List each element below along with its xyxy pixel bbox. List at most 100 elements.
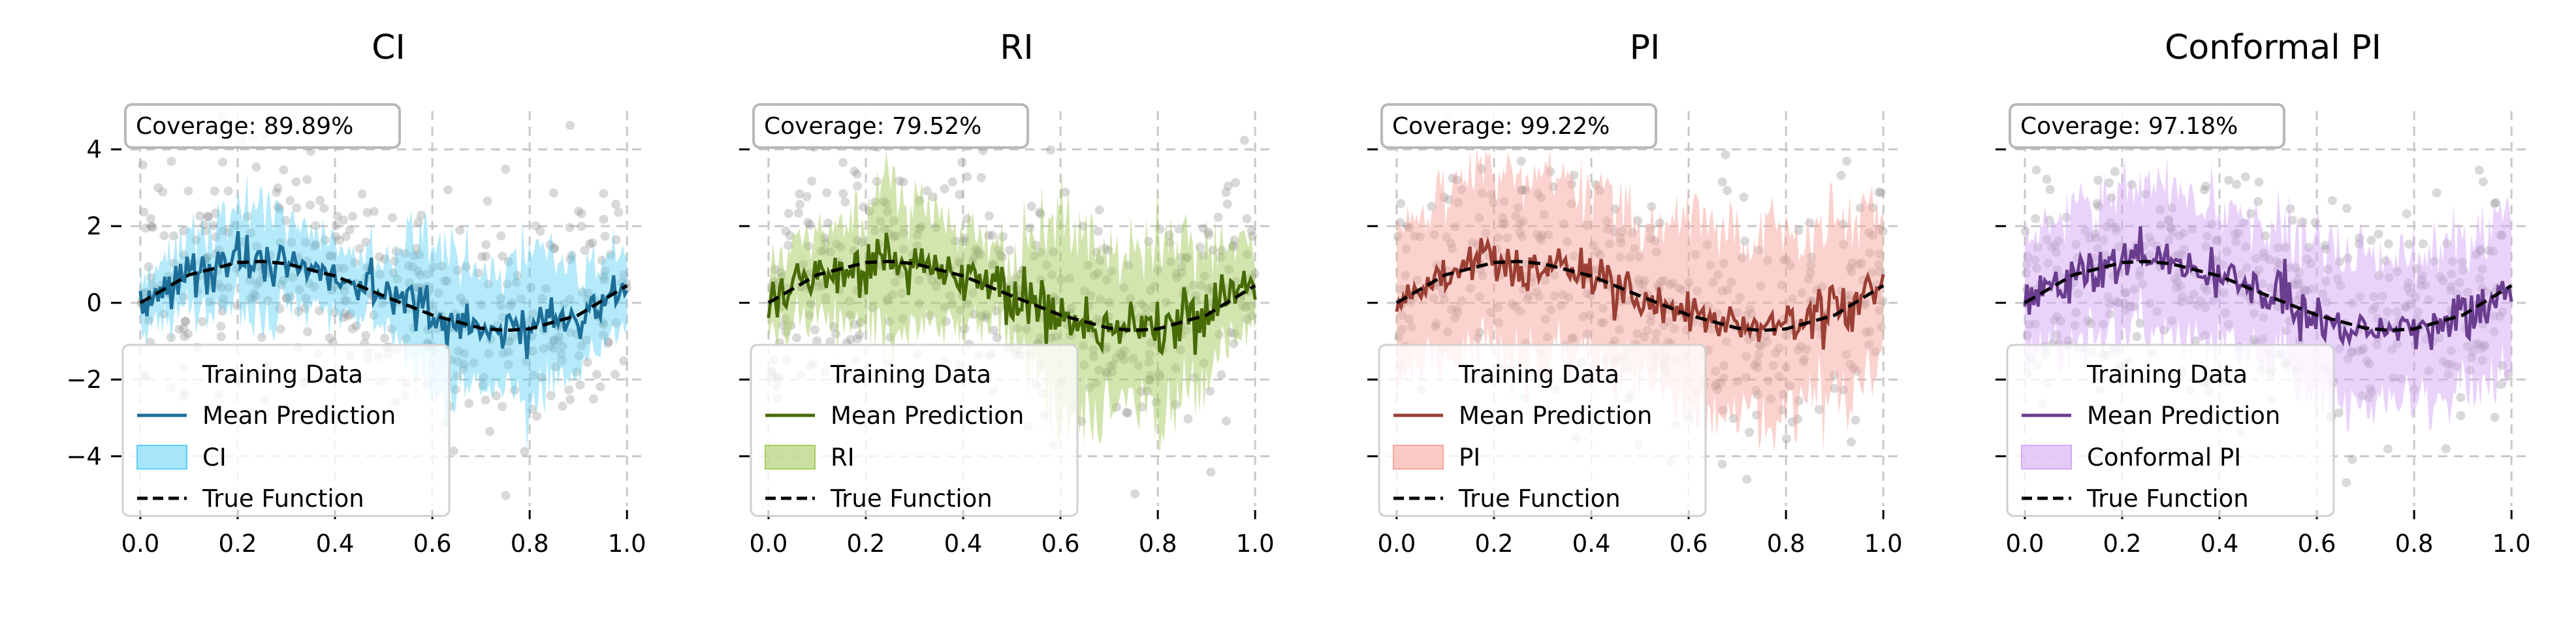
training-point xyxy=(582,357,592,367)
training-point xyxy=(596,382,605,392)
training-point xyxy=(216,283,226,293)
training-point xyxy=(251,291,261,301)
training-point xyxy=(509,385,519,395)
training-point xyxy=(1222,199,1232,209)
training-point xyxy=(333,212,343,221)
training-point xyxy=(281,294,291,304)
training-point xyxy=(840,197,850,207)
training-point xyxy=(251,162,261,172)
training-point xyxy=(281,216,291,225)
training-point xyxy=(599,272,609,281)
training-point xyxy=(1213,212,1223,222)
training-point xyxy=(527,404,537,414)
training-point xyxy=(1222,416,1232,426)
training-point xyxy=(319,203,329,213)
training-point xyxy=(940,184,949,194)
x-tick-label: 0.4 xyxy=(944,530,983,558)
training-point xyxy=(599,189,609,199)
training-point xyxy=(334,235,344,245)
training-point xyxy=(413,217,423,227)
legend: Training Data Mean Prediction CI True Funct… xyxy=(121,344,451,517)
training-point xyxy=(197,317,207,327)
training-point xyxy=(166,332,176,342)
training-point xyxy=(859,202,868,212)
training-point xyxy=(503,257,513,266)
panel-4: Conformal PI 0.0 0.2 0.4 0.6 0.8 1.0 Coverage: … xyxy=(1996,28,2531,558)
training-point xyxy=(350,258,360,268)
training-point xyxy=(957,157,967,167)
x-tick-label: 0.6 xyxy=(1042,530,1080,558)
y-tick-label: 0 xyxy=(86,289,102,317)
legend-frame xyxy=(750,344,1079,517)
training-point xyxy=(311,240,321,249)
training-point xyxy=(947,177,957,187)
training-point xyxy=(455,225,465,235)
legend-label-mean: Mean Prediction xyxy=(1459,402,1652,430)
training-point xyxy=(167,157,176,167)
training-point xyxy=(1122,408,1132,417)
legend: Training Data Mean Prediction Conformal PI… xyxy=(2006,344,2335,517)
training-point xyxy=(2478,177,2488,187)
x-tick-label: 1.0 xyxy=(608,530,646,558)
training-point xyxy=(1093,227,1103,236)
training-point xyxy=(1205,386,1215,396)
training-point xyxy=(231,220,240,230)
training-point xyxy=(1516,156,1526,166)
training-point xyxy=(387,213,397,223)
panel-2: RI 0.0 0.2 0.4 0.6 0.8 1.0 Coverage: 79.52% Trai… xyxy=(739,28,1275,558)
training-point xyxy=(2383,239,2393,249)
training-point xyxy=(409,251,419,261)
training-point xyxy=(537,293,547,303)
y-tick-label: −4 xyxy=(66,443,102,471)
training-point xyxy=(249,288,259,298)
training-point xyxy=(361,237,371,247)
training-point xyxy=(301,293,311,303)
training-point xyxy=(1647,202,1657,212)
training-point xyxy=(223,227,233,237)
training-point xyxy=(1123,408,1133,418)
panel-title: RI xyxy=(1000,28,1033,67)
true-function-line xyxy=(2024,259,2513,332)
training-point xyxy=(273,183,283,193)
training-point xyxy=(411,244,421,253)
training-point xyxy=(498,402,507,411)
training-point xyxy=(292,203,302,213)
training-point xyxy=(416,210,426,220)
training-point xyxy=(320,235,330,245)
training-point xyxy=(434,288,443,298)
training-point xyxy=(204,212,214,222)
training-point xyxy=(219,294,229,304)
training-point xyxy=(803,217,813,227)
training-point xyxy=(516,294,526,304)
training-point xyxy=(922,186,932,196)
x-tick-labels: 0.0 0.2 0.4 0.6 0.8 1.0 xyxy=(1377,510,1903,558)
training-point xyxy=(531,221,541,231)
y-tick-labels xyxy=(1367,148,1378,458)
coverage-box: Coverage: 97.18% xyxy=(2009,103,2285,149)
training-point xyxy=(278,276,288,285)
training-point xyxy=(1781,434,1791,443)
legend-label-training: Training Data xyxy=(830,361,991,389)
training-point xyxy=(305,200,315,210)
training-point xyxy=(362,208,372,217)
training-point xyxy=(285,196,295,206)
training-point xyxy=(315,196,325,206)
training-point xyxy=(532,411,542,421)
training-point xyxy=(1836,170,1846,180)
training-point xyxy=(276,280,286,290)
training-point xyxy=(422,269,432,279)
training-point xyxy=(287,237,296,247)
training-point xyxy=(565,223,575,232)
x-tick-label: 0.4 xyxy=(316,530,355,558)
training-point xyxy=(549,344,559,353)
training-point xyxy=(503,360,513,370)
training-point xyxy=(526,283,536,293)
training-point xyxy=(159,309,168,319)
panel-title: CI xyxy=(372,28,405,67)
training-point xyxy=(347,324,357,334)
training-point xyxy=(2327,195,2337,205)
training-point xyxy=(535,226,545,236)
training-point xyxy=(2490,412,2500,422)
training-point xyxy=(2110,167,2120,176)
training-point xyxy=(300,238,310,248)
